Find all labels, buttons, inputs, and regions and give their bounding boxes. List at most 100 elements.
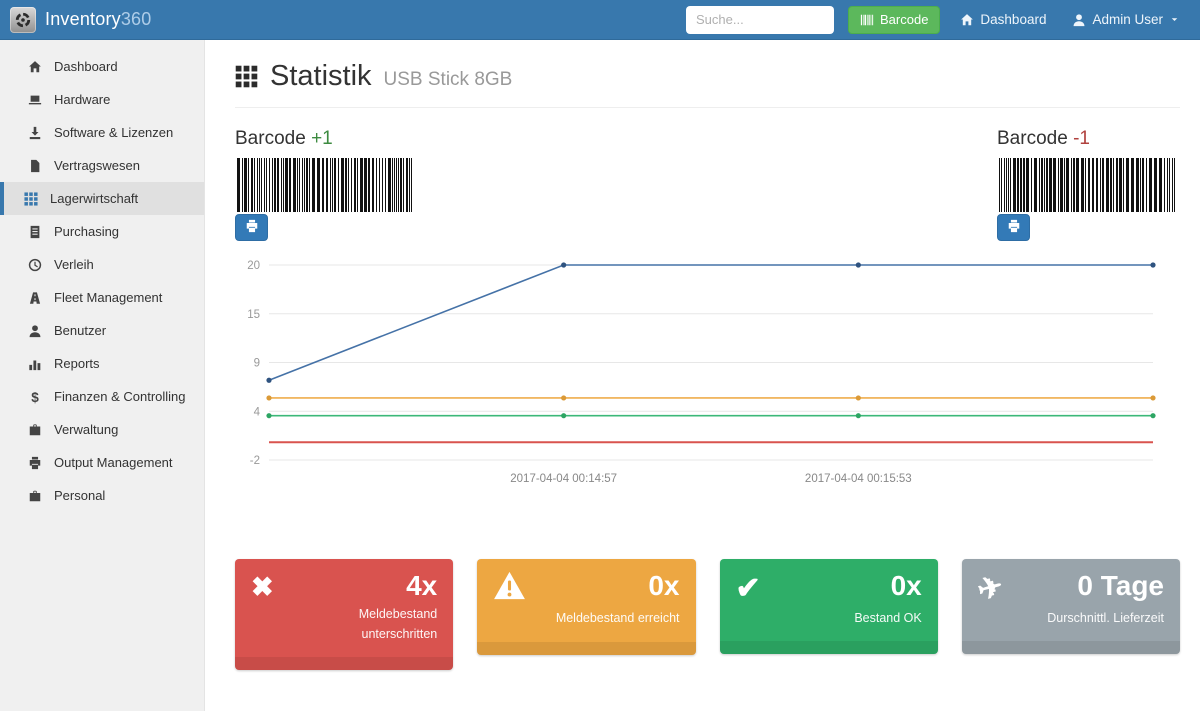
list-icon: [27, 225, 42, 239]
sidebar-item-vertragswesen[interactable]: Vertragswesen: [0, 149, 204, 182]
plane-icon: ✈: [973, 569, 1007, 608]
card-footer: [719, 641, 938, 655]
sidebar-item-label: Fleet Management: [54, 290, 163, 305]
card-footer: [235, 657, 454, 671]
sidebar-item-fleet-management[interactable]: Fleet Management: [0, 281, 204, 314]
brand-text: Inventory360: [45, 9, 151, 30]
card-value: 0 Tage: [1077, 570, 1164, 601]
caret-down-icon: [1169, 14, 1180, 25]
barcode-delta: +1: [311, 128, 333, 149]
download-icon: [27, 126, 42, 140]
sidebar-item-label: Lagerwirtschaft: [50, 191, 139, 206]
sidebar-item-label: Personal: [54, 488, 106, 503]
svg-text:-2: -2: [250, 455, 260, 467]
page-header: Statistik USB Stick 8GB: [235, 62, 1180, 108]
card-label: Bestand OK: [854, 611, 922, 625]
card-top: ✖ 4x: [251, 570, 438, 603]
bar-chart-icon: [27, 357, 42, 371]
sidebar-item-label: Software & Lizenzen: [54, 125, 174, 140]
dollar-icon: $: [27, 390, 42, 404]
barcode-button[interactable]: Barcode: [848, 5, 941, 34]
sidebar-item-lagerwirtschaft[interactable]: Lagerwirtschaft: [0, 182, 204, 215]
status-card-durschnittl-lieferzeit[interactable]: ✈ 0 Tage Durschnittl. Lieferzeit: [961, 559, 1180, 655]
status-card-bestand-ok[interactable]: ✔ 0x Bestand OK: [719, 559, 938, 655]
barcode-image: [997, 158, 1180, 212]
sidebar-item-label: Finanzen & Controlling: [54, 389, 186, 404]
search-input[interactable]: [686, 5, 834, 34]
barcode-panel-plus: Barcode +1: [235, 128, 418, 241]
suitcase-icon: [27, 489, 42, 503]
sidebar-item-label: Dashboard: [54, 59, 118, 74]
sidebar-item-label: Verleih: [54, 257, 94, 272]
sidebar-item-label: Reports: [54, 356, 100, 371]
card-label: Meldebestand erreicht: [555, 611, 680, 626]
print-button[interactable]: [235, 214, 268, 241]
road-icon: [27, 291, 42, 305]
barcode-icon: [860, 13, 874, 27]
sidebar-item-verwaltung[interactable]: Verwaltung: [0, 413, 204, 446]
sidebar-item-purchasing[interactable]: Purchasing: [0, 215, 204, 248]
svg-text:15: 15: [247, 309, 260, 321]
card-label: Meldebestand unterschritten: [358, 607, 438, 641]
card-footer: [477, 641, 696, 655]
svg-text:$: $: [31, 390, 39, 404]
svg-text:20: 20: [247, 260, 260, 272]
sidebar-item-label: Hardware: [54, 92, 111, 107]
sidebar-item-benutzer[interactable]: Benutzer: [0, 314, 204, 347]
print-button[interactable]: [997, 214, 1030, 241]
sidebar-item-reports[interactable]: Reports: [0, 347, 204, 380]
navbar-right: Barcode Dashboard Admin User: [686, 5, 1190, 34]
sidebar-item-personal[interactable]: Personal: [0, 479, 204, 512]
printer-icon: [27, 456, 42, 470]
sidebar-item-dashboard[interactable]: Dashboard: [0, 50, 204, 83]
warning-icon: [493, 571, 526, 607]
page-title: Statistik: [270, 60, 372, 92]
page-layout: Dashboard Hardware Software & Lizenzen Vert…: [0, 40, 1200, 711]
barcode-panel-minus: Barcode -1: [997, 128, 1180, 241]
status-cards: ✖ 4x Meldebestand unterschritten 0x Meldebes…: [235, 559, 1180, 671]
card-top: ✔ 0x: [735, 570, 922, 607]
sidebar-item-label: Benutzer: [54, 323, 107, 338]
printer-icon: [245, 219, 259, 236]
laptop-icon: [27, 93, 42, 107]
barcode-label: Barcode: [997, 128, 1068, 149]
check-icon: ✔: [735, 572, 761, 605]
card-value: 0x: [890, 570, 922, 601]
file-icon: [27, 159, 42, 173]
sidebar-item-software-lizenzen[interactable]: Software & Lizenzen: [0, 116, 204, 149]
grid-icon: [235, 65, 258, 88]
barcode-row: Barcode +1 Barcode -1: [235, 128, 1180, 241]
app-logo-icon: [10, 6, 36, 33]
sidebar-item-finanzen-controlling[interactable]: $ Finanzen & Controlling: [0, 380, 204, 413]
card-top: ✈ 0 Tage: [973, 569, 1164, 608]
svg-text:4: 4: [254, 406, 261, 418]
dashboard-link[interactable]: Dashboard: [954, 12, 1052, 27]
svg-text:2017-04-04 00:15:53: 2017-04-04 00:15:53: [805, 473, 912, 485]
user-menu[interactable]: Admin User: [1066, 12, 1186, 27]
home-icon: [960, 13, 974, 27]
card-label: Durschnittl. Lieferzeit: [1047, 611, 1164, 625]
home-icon: [27, 60, 42, 74]
barcode-title: Barcode +1: [235, 128, 418, 150]
status-card-meldebestand-erreicht[interactable]: 0x Meldebestand erreicht: [477, 559, 696, 655]
sidebar-item-hardware[interactable]: Hardware: [0, 83, 204, 116]
main-content: Statistik USB Stick 8GB Barcode +1 Barcod…: [205, 40, 1200, 711]
status-card-meldebestand-unterschritten[interactable]: ✖ 4x Meldebestand unterschritten: [235, 559, 454, 671]
sidebar-item-label: Purchasing: [54, 224, 120, 239]
sidebar-item-label: Vertragswesen: [54, 158, 140, 173]
sidebar-item-label: Output Management: [54, 455, 173, 470]
card-value: 0x: [648, 570, 680, 601]
card-footer: [961, 641, 1180, 655]
card-value: 4x: [406, 570, 438, 601]
dashboard-link-label: Dashboard: [980, 12, 1047, 27]
brand[interactable]: Inventory360: [10, 6, 151, 33]
brand-name: Inventory: [45, 9, 121, 29]
printer-icon: [1007, 219, 1021, 236]
barcode-label: Barcode: [235, 128, 306, 149]
sidebar-item-output-management[interactable]: Output Management: [0, 446, 204, 479]
sidebar-item-verleih[interactable]: Verleih: [0, 248, 204, 281]
clock-icon: [27, 258, 42, 272]
top-navbar: Inventory360 Barcode Dashboard Admin Use…: [0, 0, 1200, 40]
svg-text:2017-04-04 00:14:57: 2017-04-04 00:14:57: [510, 473, 617, 485]
card-top: 0x: [493, 570, 680, 607]
